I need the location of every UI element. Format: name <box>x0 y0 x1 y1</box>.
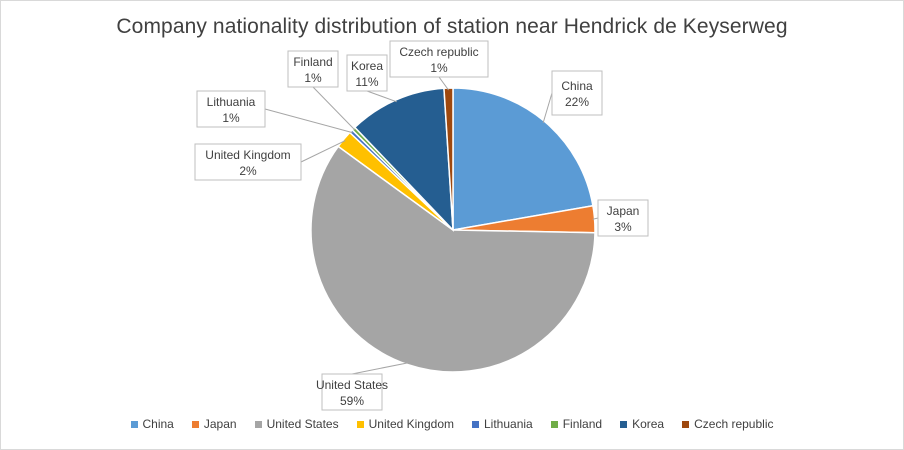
data-label-category-china: China <box>561 79 593 93</box>
data-label-box-japan <box>597 199 649 237</box>
data-label-box-finland <box>287 50 339 88</box>
legend: China Japan United States United Kingdom Lit… <box>1 417 903 431</box>
chart-title: Company nationality distribution of stat… <box>116 15 788 38</box>
pie-slice-czech-republic <box>443 87 454 231</box>
leader-line-japan <box>592 217 599 220</box>
data-label-category-finland: Finland <box>293 55 332 69</box>
legend-swatch-china <box>130 420 138 428</box>
data-label-percent-china: 22% <box>565 95 589 109</box>
pie-slice-united-states <box>310 145 596 373</box>
legend-label-korea: Korea <box>632 417 665 431</box>
legend-item-lithuania: Lithuania <box>472 417 533 431</box>
legend-label-japan: Japan <box>203 417 237 431</box>
data-label-box-united-states <box>321 373 383 411</box>
pie-slice-korea <box>353 87 454 233</box>
legend-label-czech-republic: Czech republic <box>694 417 774 431</box>
data-label-box-czech-republic <box>389 40 489 78</box>
data-label-category-korea: Korea <box>351 59 383 73</box>
data-label-box-china <box>551 70 603 116</box>
leader-line-united-states <box>351 362 409 375</box>
leader-line-lithuania <box>264 108 353 134</box>
data-label-percent-united-kingdom: 2% <box>239 164 257 178</box>
legend-label-china: China <box>142 417 174 431</box>
data-label-category-czech-republic: Czech republic <box>399 45 478 59</box>
data-label-percent-japan: 3% <box>614 220 632 234</box>
legend-label-lithuania: Lithuania <box>484 417 533 431</box>
data-label-box-united-kingdom <box>194 143 302 181</box>
legend-swatch-lithuania <box>472 420 479 428</box>
leader-line-korea <box>366 90 397 103</box>
legend-swatch-korea <box>620 420 628 428</box>
data-label-percent-united-states: 59% <box>340 394 364 408</box>
legend-swatch-united-states <box>254 420 262 428</box>
data-label-category-japan: Japan <box>607 204 640 218</box>
data-label-percent-czech-republic: 1% <box>430 61 448 75</box>
data-label-category-united-kingdom: United Kingdom <box>205 148 290 162</box>
data-label-percent-finland: 1% <box>304 71 322 85</box>
leader-line-finland <box>312 86 356 131</box>
legend-label-united-kingdom: United Kingdom <box>368 417 454 431</box>
data-label-percent-lithuania: 1% <box>222 111 240 125</box>
legend-swatch-finland <box>550 420 558 428</box>
legend-swatch-japan <box>191 420 199 428</box>
data-label-category-united-states: United States <box>316 378 388 392</box>
data-label-percent-korea: 11% <box>355 75 378 89</box>
legend-swatch-czech-republic <box>682 420 690 428</box>
legend-swatch-united-kingdom <box>356 420 364 428</box>
pie-slice-china <box>452 87 594 231</box>
legend-item-china: China <box>130 417 174 431</box>
leader-line-united-kingdom <box>300 140 346 163</box>
legend-label-united-states: United States <box>266 417 339 431</box>
legend-item-finland: Finland <box>550 417 603 431</box>
legend-item-japan: Japan <box>191 417 237 431</box>
data-label-box-lithuania <box>196 90 266 128</box>
leader-line-czech-republic <box>438 76 449 91</box>
legend-item-united-kingdom: United Kingdom <box>356 417 454 431</box>
data-label-box-korea <box>346 54 388 92</box>
legend-label-finland: Finland <box>562 417 603 431</box>
legend-item-korea: Korea <box>620 417 664 431</box>
legend-item-czech-republic: Czech republic <box>682 417 773 431</box>
data-label-category-lithuania: Lithuania <box>207 95 256 109</box>
leader-line-china <box>542 92 553 124</box>
legend-item-united-states: United States <box>254 417 339 431</box>
